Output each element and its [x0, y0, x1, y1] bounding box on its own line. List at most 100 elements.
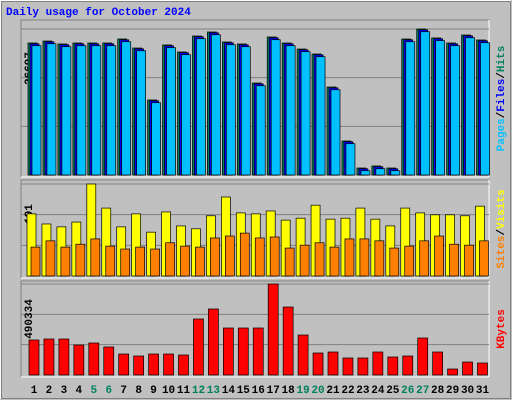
x-tick-label: 26 [401, 385, 414, 397]
legend: Pages/Files/Hits [496, 46, 508, 152]
bar [43, 338, 55, 376]
bar [435, 40, 445, 176]
bar [314, 242, 325, 277]
legend-entry: Files [496, 79, 508, 112]
bar [299, 244, 310, 277]
bar [121, 41, 132, 176]
bar [330, 89, 341, 176]
bar [178, 354, 189, 376]
legend-separator: / [496, 72, 508, 79]
x-tick-label: 1 [31, 385, 38, 397]
bar [374, 240, 385, 277]
bar [359, 238, 370, 277]
chart-title: Daily usage for October 2024 [6, 7, 191, 19]
bar [389, 247, 400, 277]
bar [477, 362, 488, 376]
x-tick-label: 30 [461, 385, 474, 397]
bar [315, 56, 326, 176]
bar [45, 240, 56, 277]
bar [73, 344, 85, 376]
bar [58, 338, 70, 376]
bar [28, 339, 40, 376]
bar [342, 357, 354, 376]
bar [252, 327, 264, 376]
bar [103, 346, 115, 376]
bar [419, 240, 430, 277]
x-tick-label: 3 [61, 385, 68, 397]
x-tick-label: 19 [296, 385, 309, 397]
bar [269, 236, 280, 277]
bar [270, 39, 281, 176]
y-tick-label: 490334 [24, 299, 36, 339]
bar [434, 235, 444, 277]
x-tick-label: 28 [431, 385, 445, 397]
bar [284, 247, 295, 277]
x-tick-label: 21 [326, 385, 340, 397]
bar [479, 240, 489, 277]
bar [226, 44, 236, 176]
x-tick-label: 5 [90, 385, 97, 397]
bar [405, 41, 416, 176]
bar [432, 351, 443, 376]
legend-entry: Pages [496, 118, 508, 151]
bar [297, 334, 309, 376]
bar [254, 237, 265, 277]
bar [76, 45, 87, 176]
bar [106, 45, 117, 176]
bar [163, 353, 174, 376]
bar [193, 318, 204, 376]
bar [75, 243, 86, 277]
bar [105, 245, 116, 277]
bar [180, 245, 190, 277]
bar [344, 238, 355, 277]
x-tick-label: 31 [476, 385, 490, 397]
x-tick-label: 4 [76, 385, 83, 397]
bar [255, 85, 266, 176]
x-tick-label: 17 [267, 385, 280, 397]
bar [357, 357, 369, 376]
bar [285, 45, 296, 176]
bar [447, 368, 458, 376]
x-tick-label: 16 [252, 385, 265, 397]
bar [300, 51, 311, 176]
bar [120, 248, 131, 277]
legend-separator: / [496, 229, 508, 236]
bar [211, 34, 221, 176]
bar [31, 45, 42, 176]
bar [210, 237, 220, 277]
x-tick-label: 7 [120, 385, 127, 397]
bar [239, 232, 250, 277]
x-tick-label: 20 [311, 385, 324, 397]
bar [360, 170, 371, 176]
bar [61, 46, 72, 176]
bar [329, 246, 340, 277]
bar [404, 245, 415, 277]
x-tick-label: 9 [150, 385, 157, 397]
bar [225, 235, 235, 277]
x-tick-label: 14 [222, 385, 236, 397]
x-tick-label: 24 [371, 385, 385, 397]
bar [91, 45, 102, 176]
x-tick-label: 25 [386, 385, 400, 397]
bar [462, 361, 473, 376]
legend-entry: Visits [496, 189, 508, 229]
bar [195, 246, 205, 277]
bar [390, 170, 401, 176]
bar [148, 353, 159, 376]
bar [282, 306, 294, 376]
bar [136, 50, 146, 176]
bar [375, 168, 386, 176]
bar [449, 243, 459, 277]
bar [151, 102, 161, 176]
bar [90, 238, 101, 277]
bar [387, 356, 399, 376]
x-tick-label: 29 [446, 385, 459, 397]
bar [464, 244, 474, 277]
legend-entry: Sites [496, 236, 508, 269]
x-tick-label: 22 [341, 385, 354, 397]
bar [420, 31, 431, 176]
legend-separator: / [496, 111, 508, 118]
x-tick-label: 11 [177, 385, 191, 397]
bar [135, 246, 145, 277]
